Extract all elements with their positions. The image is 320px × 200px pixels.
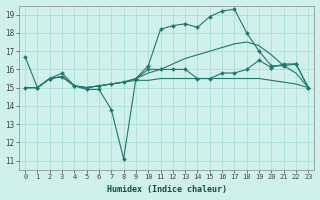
X-axis label: Humidex (Indice chaleur): Humidex (Indice chaleur) xyxy=(107,185,227,194)
